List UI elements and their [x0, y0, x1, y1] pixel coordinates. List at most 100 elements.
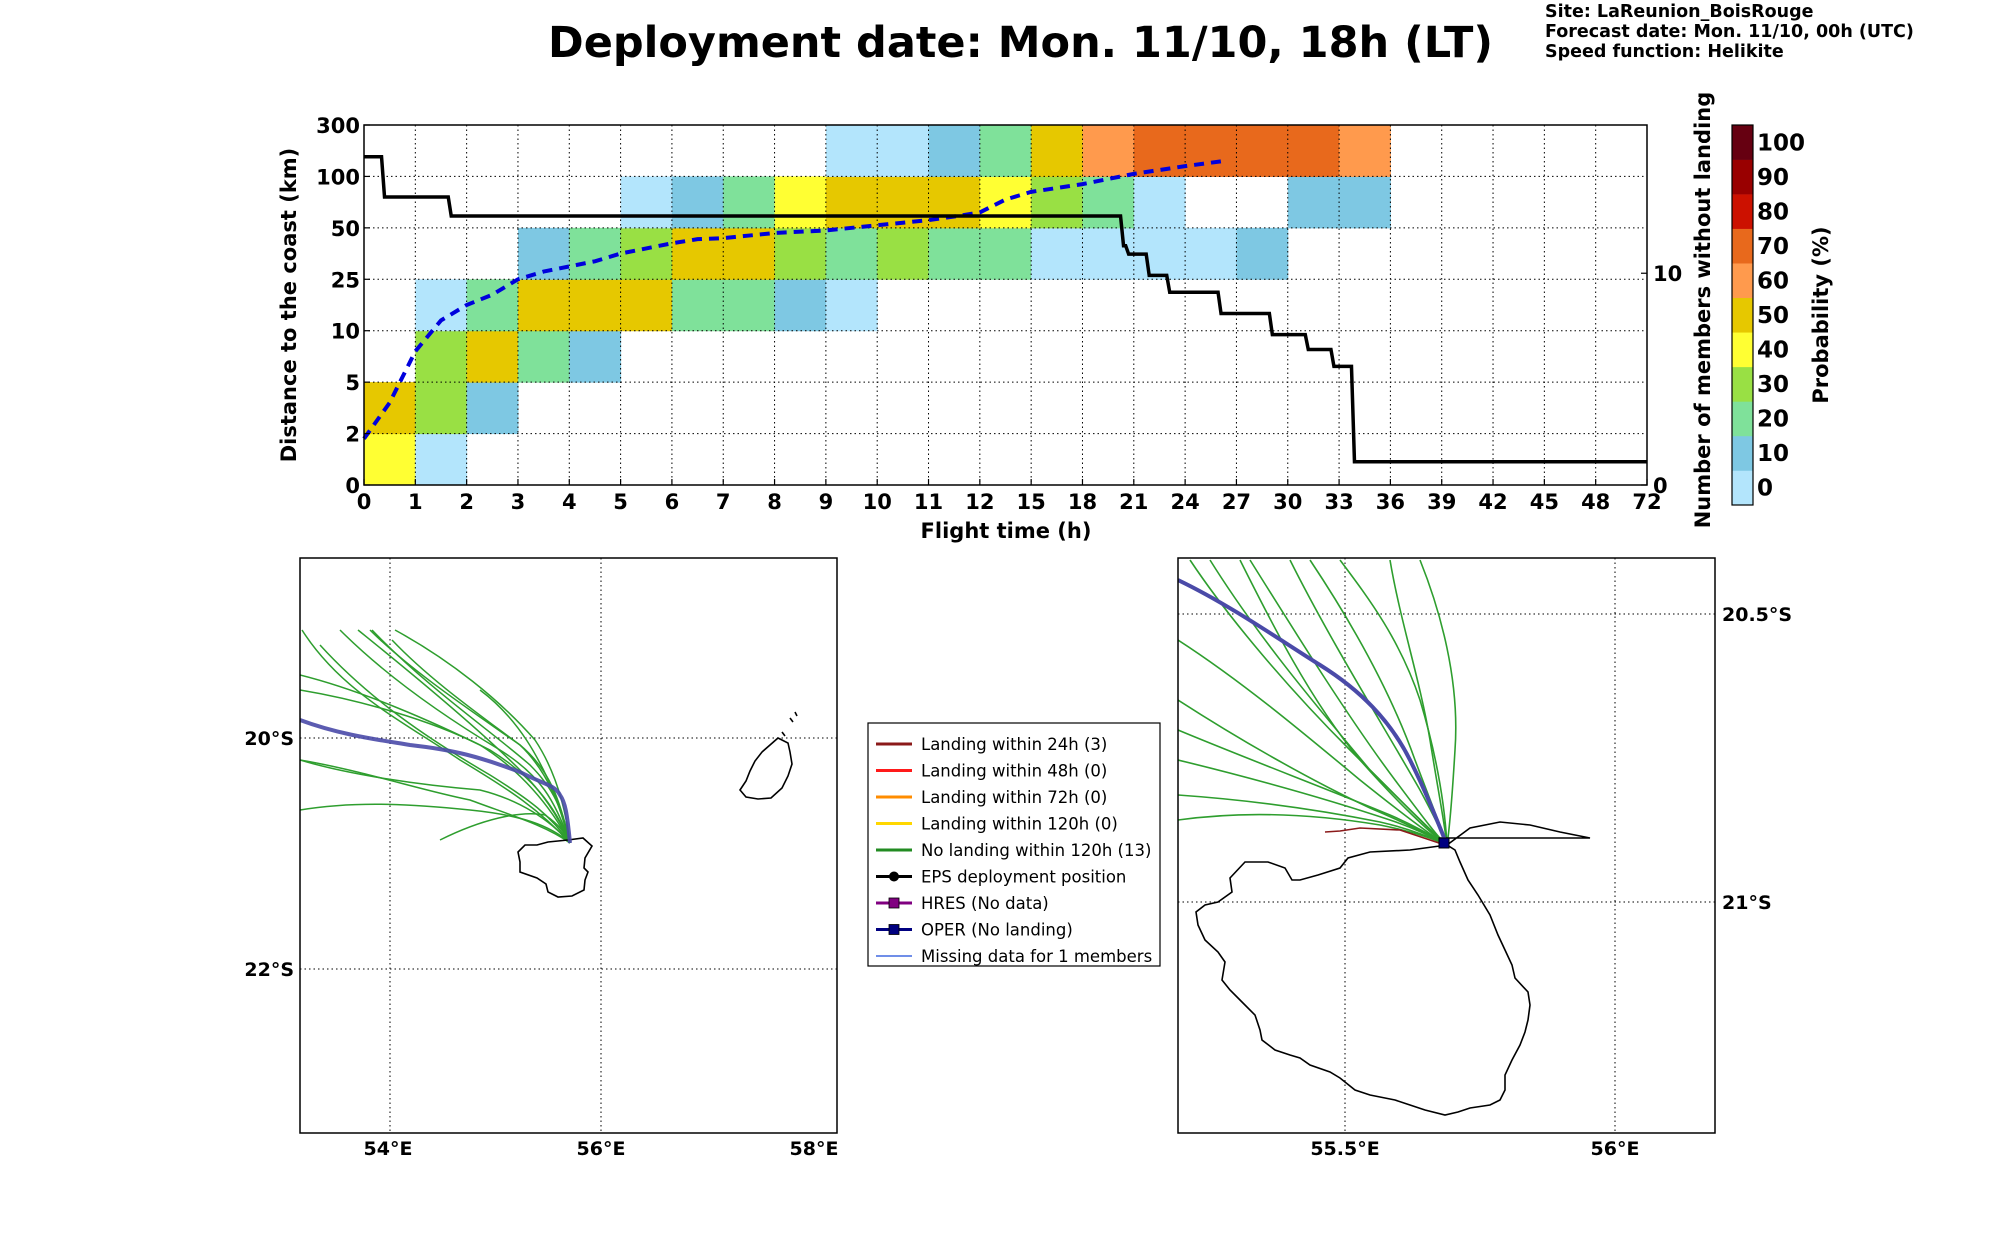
right-map-lat-tick: 21°S	[1722, 892, 1772, 914]
colorbar-swatch	[1732, 194, 1753, 229]
legend-item: Landing within 24h (3)	[876, 735, 1107, 754]
heatmap-cell	[1031, 125, 1083, 177]
x-tick-label: 33	[1324, 490, 1353, 514]
heatmap-cell	[1236, 227, 1289, 280]
left-map-lon-tick: 58°E	[790, 1138, 839, 1160]
y-tick-label: 10	[331, 320, 360, 344]
right-map: 55.5°E 56°E 20.5°S 21°S	[1177, 557, 1792, 1160]
legend-item: Missing data for 1 members	[876, 947, 1152, 966]
y-tick-label: 100	[316, 165, 360, 189]
heatmap-cell	[928, 227, 981, 280]
x-tick-label: 45	[1530, 490, 1559, 514]
chart-title: Deployment date: Mon. 11/10, 18h (LT)	[548, 18, 1494, 68]
x-tick-label: 24	[1171, 490, 1200, 514]
heatmap-cell	[466, 330, 519, 383]
colorbar: 0 10 20 30 40 50 60 70 80 90 100 Probability (%)	[1731, 124, 1833, 506]
probability-heatmap: 0 1 2 3 4 5 6 7 8 9 10 11 12 15 18 21 24 27 30 33 36 39 42 45 48…	[277, 92, 1715, 543]
left-map-lat-tick: 22°S	[244, 959, 294, 981]
ensemble-track	[1249, 559, 1448, 846]
x-tick-label: 11	[914, 490, 943, 514]
heatmap-cell	[1031, 227, 1083, 280]
reunion-island-coast	[517, 837, 594, 898]
ensemble-track	[1239, 559, 1448, 846]
legend-frame	[867, 722, 1161, 967]
colorbar-swatch	[1732, 401, 1753, 437]
heatmap-cell	[1133, 125, 1186, 177]
ensemble-track	[301, 629, 571, 844]
heatmap-cell	[825, 176, 878, 229]
site-info: Site: LaReunion_BoisRouge Forecast date:…	[1545, 2, 1914, 62]
heatmap-cell	[877, 125, 930, 177]
heatmap-cell	[364, 382, 416, 435]
median-distance-line	[362, 159, 1224, 440]
heatmap-cell	[979, 227, 1032, 280]
heatmap-cell	[620, 176, 673, 229]
heatmap-cell	[569, 279, 622, 332]
heatmap-cell	[364, 433, 416, 486]
heatmap-cell	[1287, 125, 1340, 177]
heatmap-cell	[517, 330, 570, 383]
right-map-lat-tick: 20.5°S	[1722, 604, 1792, 626]
colorbar-tick-label: 10	[1757, 441, 1789, 467]
heatmap-cell	[979, 125, 1032, 177]
heatmap-cell	[1031, 176, 1083, 229]
ensemble-track	[300, 759, 571, 844]
x-tick-label: 4	[562, 490, 577, 514]
y-tick-label: 5	[345, 371, 360, 395]
oper-track	[300, 718, 572, 844]
left-map-lon-tick: 54°E	[364, 1138, 413, 1160]
left-map-lat-tick: 20°S	[244, 728, 294, 750]
heatmap-cell	[1339, 125, 1391, 177]
legend-label: Missing data for 1 members	[921, 947, 1152, 966]
legend-label: No landing within 120h (13)	[921, 841, 1151, 860]
heatmap-cell	[1133, 176, 1186, 229]
legend-marker	[889, 871, 899, 882]
x-tick-label: 12	[965, 490, 994, 514]
x-tick-label: 39	[1427, 490, 1456, 514]
members-without-landing-line	[364, 155, 1647, 464]
colorbar-tick-label: 80	[1757, 199, 1789, 225]
colorbar-swatch	[1732, 332, 1753, 368]
left-map-frame	[299, 557, 838, 1134]
ensemble-track	[1178, 639, 1448, 846]
ensemble-track	[357, 629, 571, 844]
heatmap-cell	[415, 433, 468, 486]
legend-marker	[888, 924, 900, 935]
heatmap-cell	[1185, 227, 1237, 280]
landing-track-24h	[1324, 827, 1446, 846]
heatmap-cell	[1236, 125, 1289, 177]
legend-marker	[888, 897, 900, 909]
heatmap-cell	[620, 279, 673, 332]
x-tick-label: 6	[665, 490, 680, 514]
ensemble-track	[300, 674, 571, 844]
legend-label: Landing within 48h (0)	[921, 762, 1107, 781]
x-tick-label: 3	[511, 490, 526, 514]
site-label: Site: LaReunion_BoisRouge	[1545, 2, 1814, 22]
heatmap-cell	[723, 279, 776, 332]
colorbar-tick-label: 90	[1757, 165, 1789, 191]
heatmap-cell	[1082, 227, 1135, 280]
heatmap-cell	[825, 227, 878, 280]
mauritius-island-coast	[738, 711, 798, 800]
colorbar-swatch	[1732, 125, 1753, 160]
colorbar-tick-label: 50	[1757, 303, 1789, 329]
x-tick-label: 10	[863, 490, 892, 514]
heatmap-cell	[415, 330, 468, 383]
heatmap-cell	[671, 227, 724, 280]
speed-function-label: Speed function: Helikite	[1545, 42, 1784, 62]
right-map-lon-tick: 55.5°E	[1310, 1138, 1379, 1160]
oper-deployment-marker	[1438, 837, 1450, 849]
reunion-island-coast-zoom	[1195, 821, 1591, 1116]
legend-item: EPS deployment position	[876, 868, 1126, 887]
y-tick-label: 25	[331, 268, 360, 292]
heatmap-cell	[517, 279, 570, 332]
heatmap-cell	[723, 176, 776, 229]
legend-label: Landing within 72h (0)	[921, 788, 1107, 807]
colorbar-tick-label: 20	[1757, 407, 1789, 433]
colorbar-swatch	[1732, 263, 1753, 299]
colorbar-tick-label: 60	[1757, 268, 1789, 294]
colorbar-swatch	[1732, 435, 1753, 471]
x-tick-label: 18	[1068, 490, 1097, 514]
ensemble-track	[300, 759, 571, 844]
